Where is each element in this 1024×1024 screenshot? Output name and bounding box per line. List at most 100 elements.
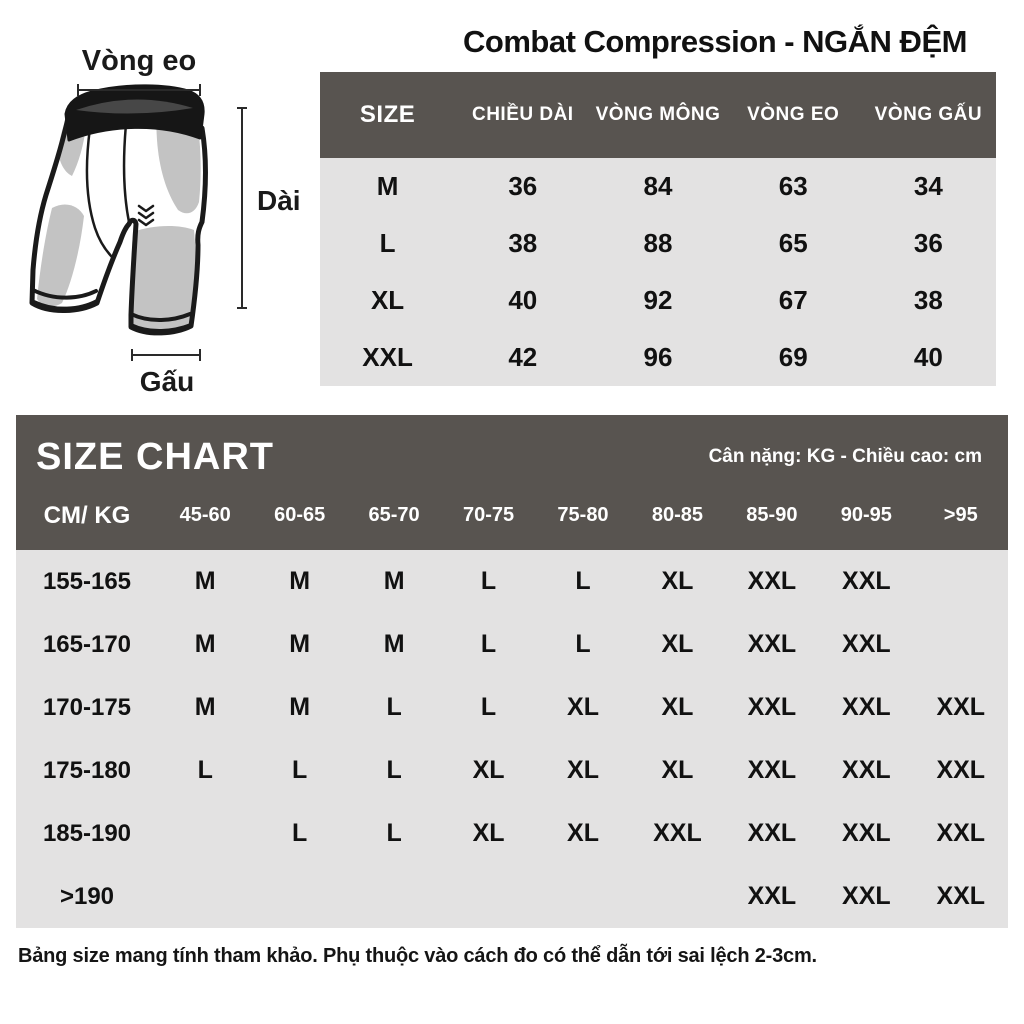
table-row: 155-165 M M M L L XL XXL XXL (16, 550, 1008, 613)
spec-cell: 38 (508, 228, 538, 258)
size-cell: XXL (936, 756, 986, 784)
size-cell: XXL (842, 693, 891, 721)
height-row-label: 175-180 (42, 756, 132, 784)
column-header-hip: VÒNG MÔNG (595, 104, 721, 125)
column-header-size: SIZE (359, 101, 416, 128)
shorts-diagram: Vòng eo Dài Gấu (29, 45, 301, 397)
size-cell: XL (567, 819, 599, 847)
size-chart-title: SIZE CHART (36, 435, 274, 478)
size-cell: XXL (747, 567, 797, 595)
spec-cell: 40 (913, 342, 943, 372)
weight-column-header: 65-70 (368, 504, 420, 526)
size-cell: XXL (747, 756, 797, 784)
size-chart: SIZE CHART Cân nặng: KG - Chiều cao: cm … (16, 415, 1008, 928)
hem-cuffs (31, 288, 193, 333)
weight-column-header: 70-75 (462, 504, 515, 526)
corner-header: CM/ KG (43, 501, 131, 529)
size-cell: XXL (747, 693, 797, 721)
size-chart-units: Cân nặng: KG - Chiều cao: cm (708, 446, 982, 467)
padding-panel (130, 226, 196, 331)
spec-cell: 63 (778, 171, 808, 201)
weight-column-header: 60-65 (274, 504, 326, 526)
table-row: L 38 88 65 36 (320, 215, 996, 272)
spec-cell: 36 (913, 228, 943, 258)
spec-cell: 84 (643, 171, 673, 201)
size-cell: M (383, 630, 405, 658)
weight-column-header: 45-60 (179, 504, 231, 526)
table-row: >190 XXL XXL XXL (16, 865, 1008, 928)
size-cell: M (194, 567, 216, 595)
weight-column-header: 75-80 (557, 504, 609, 526)
size-cell: M (194, 630, 216, 658)
weight-column-header: 90-95 (840, 504, 892, 526)
size-cell: L (480, 693, 497, 721)
brand-chevron-icon (137, 204, 155, 227)
spec-cell: 69 (778, 342, 808, 372)
front-seams (85, 122, 131, 260)
size-cell: L (292, 819, 308, 847)
size-cell: XXL (842, 819, 891, 847)
spec-cell: 88 (643, 228, 673, 258)
size-chart-header: SIZE CHART Cân nặng: KG - Chiều cao: cm … (16, 415, 1008, 550)
size-cell: M (383, 567, 405, 595)
size-cell: XXL (842, 630, 891, 658)
height-row-label: 170-175 (42, 693, 132, 721)
height-row-label: >190 (59, 882, 115, 910)
spec-cell: 34 (913, 171, 943, 201)
height-row-label: 165-170 (42, 630, 132, 658)
size-cell: XXL (842, 882, 891, 910)
size-cell: M (194, 693, 216, 721)
size-cell: L (292, 756, 308, 784)
column-header-waist: VÒNG EO (747, 104, 840, 125)
size-cell: L (575, 567, 591, 595)
size-cell: XXL (747, 819, 797, 847)
size-cell: L (575, 630, 591, 658)
size-cell: L (386, 756, 402, 784)
size-cell: M (289, 567, 311, 595)
size-cell: XXL (936, 693, 986, 721)
table-row: 175-180 L L L XL XL XL XXL XXL XXL (16, 739, 1008, 802)
table-row: 165-170 M M M L L XL XXL XXL (16, 613, 1008, 676)
spec-cell: 92 (643, 285, 673, 315)
size-cell: XXL (842, 567, 891, 595)
table-row: 185-190 L L XL XL XXL XXL XXL XXL (16, 802, 1008, 865)
waist-measure-line (77, 84, 201, 96)
weight-column-header: 80-85 (651, 504, 704, 526)
size-cell: L (197, 756, 213, 784)
size-cell: XXL (653, 819, 702, 847)
column-header-length: CHIỀU DÀI (471, 104, 574, 125)
size-label: XXL (362, 342, 413, 372)
weight-column-header: >95 (943, 504, 978, 526)
size-cell: L (386, 693, 402, 721)
size-label: XL (370, 285, 405, 315)
waist-label: Vòng eo (82, 45, 196, 77)
size-cell: XL (567, 756, 599, 784)
size-cell: XL (661, 567, 694, 595)
page-title: Combat Compression - NGẮN ĐỆM (463, 24, 967, 59)
hem-measure-line (131, 349, 201, 361)
size-cell: M (289, 693, 311, 721)
size-cell: XL (567, 693, 599, 721)
size-cell: XL (472, 756, 505, 784)
size-label: M (376, 171, 399, 201)
padding-panel (37, 204, 84, 307)
spec-cell: 96 (643, 342, 673, 372)
spec-cell: 40 (508, 285, 538, 315)
spec-cell: 36 (508, 171, 538, 201)
shorts-outline (29, 113, 208, 336)
length-label: Dài (257, 185, 301, 216)
size-cell: M (289, 630, 311, 658)
size-cell: L (480, 567, 497, 595)
size-cell: XL (661, 630, 694, 658)
size-label: L (379, 228, 396, 258)
size-cell: XXL (842, 756, 891, 784)
spec-cell: 38 (913, 285, 943, 315)
measurement-table-header: SIZE CHIỀU DÀI VÒNG MÔNG VÒNG EO VÒNG GẤ… (320, 72, 996, 158)
size-cell: L (386, 819, 402, 847)
length-measure-line (237, 107, 247, 309)
spec-cell: 65 (778, 228, 808, 258)
size-cell: XL (472, 819, 505, 847)
weight-columns-row: CM/ KG 45-60 60-65 65-70 70-75 75-80 80-… (16, 481, 1008, 550)
size-cell: XL (661, 693, 694, 721)
